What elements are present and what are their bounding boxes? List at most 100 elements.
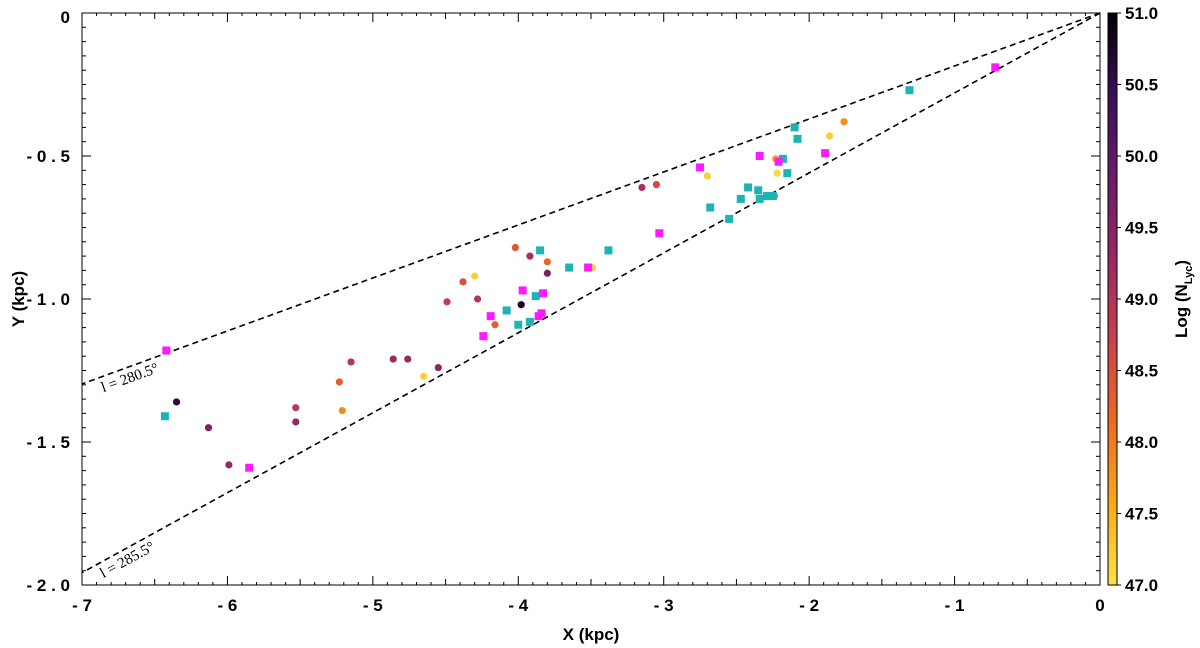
data-point-circle xyxy=(292,418,300,426)
x-tick-label: - 3 xyxy=(654,596,674,615)
data-point-square xyxy=(536,246,545,255)
x-tick-label: 0 xyxy=(1095,596,1104,615)
data-point-circle xyxy=(292,404,300,412)
colorbar-tick-label: 47.5 xyxy=(1125,505,1158,524)
y-tick-label: - 1 . 5 xyxy=(27,433,70,452)
data-point-circle xyxy=(347,358,355,366)
data-point-circle xyxy=(434,364,442,372)
data-point-circle xyxy=(225,461,233,469)
y-tick-label: 0 xyxy=(61,8,70,27)
colorbar-tick-label: 50.0 xyxy=(1125,147,1158,166)
data-point-square xyxy=(706,203,715,212)
colorbar-label-sub: Lyc xyxy=(1183,266,1195,285)
x-tick-label: - 2 xyxy=(799,596,819,615)
x-tick-label: - 5 xyxy=(363,596,383,615)
y-axis-label: Y (kpc) xyxy=(9,271,28,327)
data-point-square xyxy=(725,214,734,223)
data-point-square xyxy=(479,332,488,341)
data-point-circle xyxy=(338,406,346,415)
colorbar-tick-label: 48.0 xyxy=(1125,433,1158,452)
data-point-circle xyxy=(543,269,551,277)
colorbar-ticks: 47.0 47.5 48.0 48.5 49.0 49.5 50.0 50.5 51.0 xyxy=(1117,4,1158,595)
y-tick-labels: 0 - 0 . 5 - 1 . 0 - 1 . 5 - 2 . 0 xyxy=(27,8,70,595)
data-point-square xyxy=(604,246,613,255)
colorbar-tick-label: 49.5 xyxy=(1125,219,1158,238)
data-point-square xyxy=(905,86,914,95)
data-point-circle xyxy=(473,295,482,303)
rays-layer: l = 280.5°l = 285.5° xyxy=(81,12,1101,582)
y-tick-label: - 1 . 0 xyxy=(27,290,70,309)
y-tick-label: - 2 . 0 xyxy=(27,576,70,595)
data-point-square xyxy=(486,312,495,321)
data-point-circle xyxy=(638,183,646,192)
colorbar-tick-label: 50.5 xyxy=(1125,76,1158,95)
data-point-square xyxy=(565,263,574,272)
data-point-square xyxy=(162,346,171,355)
data-point-circle xyxy=(471,272,479,280)
data-point-square xyxy=(755,152,764,160)
data-point-square xyxy=(754,186,763,195)
data-point-square xyxy=(755,194,764,203)
colorbar-tick-label: 49.0 xyxy=(1125,290,1158,309)
data-point-square xyxy=(793,134,802,143)
data-point-square xyxy=(768,192,777,201)
data-point-square xyxy=(160,412,169,421)
colorbar-label-main: Log (N xyxy=(1172,284,1191,338)
colorbar xyxy=(1107,12,1118,586)
data-point-square xyxy=(502,306,511,315)
data-point-circle xyxy=(840,118,848,126)
data-point-circle xyxy=(652,181,661,189)
colorbar-label: Log (NLyc) xyxy=(1172,260,1195,338)
data-point-square xyxy=(514,320,523,329)
plot-area xyxy=(81,12,1101,586)
data-point-circle xyxy=(491,321,499,329)
data-point-circle xyxy=(773,169,781,177)
data-point-square xyxy=(762,192,771,201)
data-point-square xyxy=(821,149,830,158)
data-point-square xyxy=(778,154,787,163)
data-point-square xyxy=(991,63,1000,72)
data-point-square xyxy=(584,263,593,272)
data-point-circle xyxy=(335,378,344,386)
data-point-square xyxy=(531,292,540,301)
data-point-circle xyxy=(389,355,397,363)
data-point-square xyxy=(525,317,534,326)
x-tick-label: - 6 xyxy=(218,596,238,615)
colorbar-label-end: ) xyxy=(1172,260,1191,266)
x-tick-label: - 4 xyxy=(508,596,528,615)
data-point-square xyxy=(245,463,254,472)
ticks-layer xyxy=(81,12,1101,586)
data-point-circle xyxy=(703,172,711,180)
data-point-square xyxy=(518,286,527,295)
longitude-label: l = 285.5° xyxy=(97,539,157,582)
x-tick-label: - 7 xyxy=(72,596,92,615)
data-point-square xyxy=(744,183,753,192)
longitude-line xyxy=(81,12,1101,385)
data-point-circle xyxy=(443,298,451,306)
data-point-circle xyxy=(526,252,534,260)
data-point-square xyxy=(655,229,664,238)
colorbar-tick-label: 48.5 xyxy=(1125,362,1158,381)
data-point-circle xyxy=(459,278,467,286)
colorbar-tick-label: 51.0 xyxy=(1125,4,1158,23)
data-point-square xyxy=(774,157,783,166)
data-point-circle xyxy=(543,258,551,266)
x-axis-label: X (kpc) xyxy=(563,625,620,644)
data-point-circle xyxy=(825,132,834,140)
data-point-circle xyxy=(172,398,181,406)
data-point-square xyxy=(736,194,745,203)
points-layer xyxy=(160,63,1000,472)
data-point-square xyxy=(783,169,792,178)
data-point-circle xyxy=(204,424,213,432)
x-tick-label: - 1 xyxy=(945,596,965,615)
data-point-circle xyxy=(404,355,412,363)
colorbar-tick-label: 47.0 xyxy=(1125,576,1158,595)
data-point-circle xyxy=(420,372,428,380)
y-tick-label: - 0 . 5 xyxy=(27,147,70,166)
data-point-circle xyxy=(511,243,519,252)
data-point-circle xyxy=(517,301,525,309)
data-point-square xyxy=(539,289,548,298)
data-point-square xyxy=(537,309,546,318)
longitude-line xyxy=(81,12,1101,574)
